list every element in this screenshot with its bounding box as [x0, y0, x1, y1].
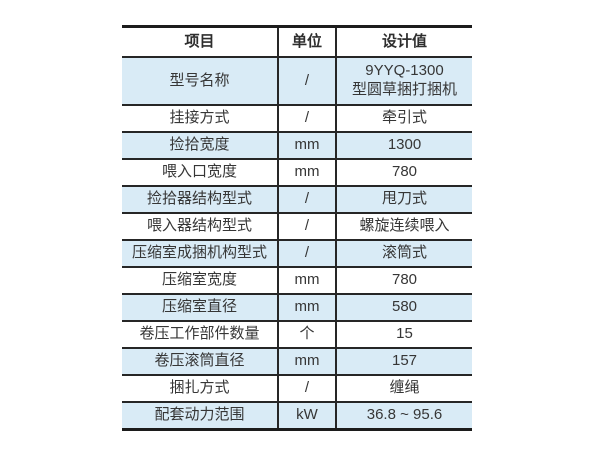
value-cell: 牵引式: [336, 104, 472, 132]
value-cell: 9YYQ-1300 型圆草捆打捆机: [336, 56, 472, 105]
unit-cell: mm: [278, 131, 337, 159]
table-row: 挂接方式 / 牵引式: [122, 104, 472, 132]
value-cell: 1300: [336, 131, 472, 159]
value-cell: 螺旋连续喂入: [336, 212, 472, 240]
table-row: 喂入器结构型式 / 螺旋连续喂入: [122, 212, 472, 240]
table-row: 捆扎方式 / 缠绳: [122, 374, 472, 402]
item-cell: 配套动力范围: [122, 401, 279, 430]
table-row: 压缩室宽度 mm 780: [122, 266, 472, 294]
value-cell: 滚筒式: [336, 239, 472, 267]
value-cell: 甩刀式: [336, 185, 472, 213]
unit-cell: /: [278, 239, 337, 267]
unit-cell: kW: [278, 401, 337, 430]
value-cell: 36.8 ~ 95.6: [336, 401, 472, 430]
unit-cell: /: [278, 185, 337, 213]
item-cell: 压缩室宽度: [122, 266, 279, 294]
column-header-value: 设计值: [336, 25, 472, 57]
value-cell: 580: [336, 293, 472, 321]
unit-cell: /: [278, 374, 337, 402]
table-row: 卷压工作部件数量 个 15: [122, 320, 472, 348]
item-cell: 挂接方式: [122, 104, 279, 132]
value-cell: 15: [336, 320, 472, 348]
column-header-item: 项目: [122, 25, 279, 57]
value-cell: 780: [336, 158, 472, 186]
item-cell: 捡拾宽度: [122, 131, 279, 159]
table-row: 捡拾宽度 mm 1300: [122, 131, 472, 159]
header-row: 项目 单位 设计值: [122, 25, 472, 57]
value-cell: 780: [336, 266, 472, 294]
column-header-unit: 单位: [278, 25, 337, 57]
item-cell: 捆扎方式: [122, 374, 279, 402]
unit-cell: mm: [278, 266, 337, 294]
spec-table: 项目 单位 设计值 型号名称 / 9YYQ-1300 型圆草捆打捆机 挂接方式 …: [122, 25, 472, 431]
table-row: 配套动力范围 kW 36.8 ~ 95.6: [122, 401, 472, 430]
table-row: 卷压滚筒直径 mm 157: [122, 347, 472, 375]
item-cell: 卷压滚筒直径: [122, 347, 279, 375]
table-header: 项目 单位 设计值: [122, 25, 472, 57]
unit-cell: /: [278, 104, 337, 132]
item-cell: 压缩室直径: [122, 293, 279, 321]
unit-cell: mm: [278, 347, 337, 375]
table-row: 喂入口宽度 mm 780: [122, 158, 472, 186]
table-row: 压缩室直径 mm 580: [122, 293, 472, 321]
item-cell: 喂入口宽度: [122, 158, 279, 186]
table-row: 压缩室成捆机构型式 / 滚筒式: [122, 239, 472, 267]
item-cell: 型号名称: [122, 56, 279, 105]
table-row: 捡拾器结构型式 / 甩刀式: [122, 185, 472, 213]
unit-cell: 个: [278, 320, 337, 348]
item-cell: 卷压工作部件数量: [122, 320, 279, 348]
item-cell: 压缩室成捆机构型式: [122, 239, 279, 267]
table-row: 型号名称 / 9YYQ-1300 型圆草捆打捆机: [122, 56, 472, 105]
unit-cell: /: [278, 212, 337, 240]
unit-cell: mm: [278, 158, 337, 186]
unit-cell: mm: [278, 293, 337, 321]
value-cell: 157: [336, 347, 472, 375]
value-cell: 缠绳: [336, 374, 472, 402]
item-cell: 捡拾器结构型式: [122, 185, 279, 213]
table-body: 型号名称 / 9YYQ-1300 型圆草捆打捆机 挂接方式 / 牵引式 捡拾宽度…: [122, 56, 472, 430]
item-cell: 喂入器结构型式: [122, 212, 279, 240]
unit-cell: /: [278, 56, 337, 105]
